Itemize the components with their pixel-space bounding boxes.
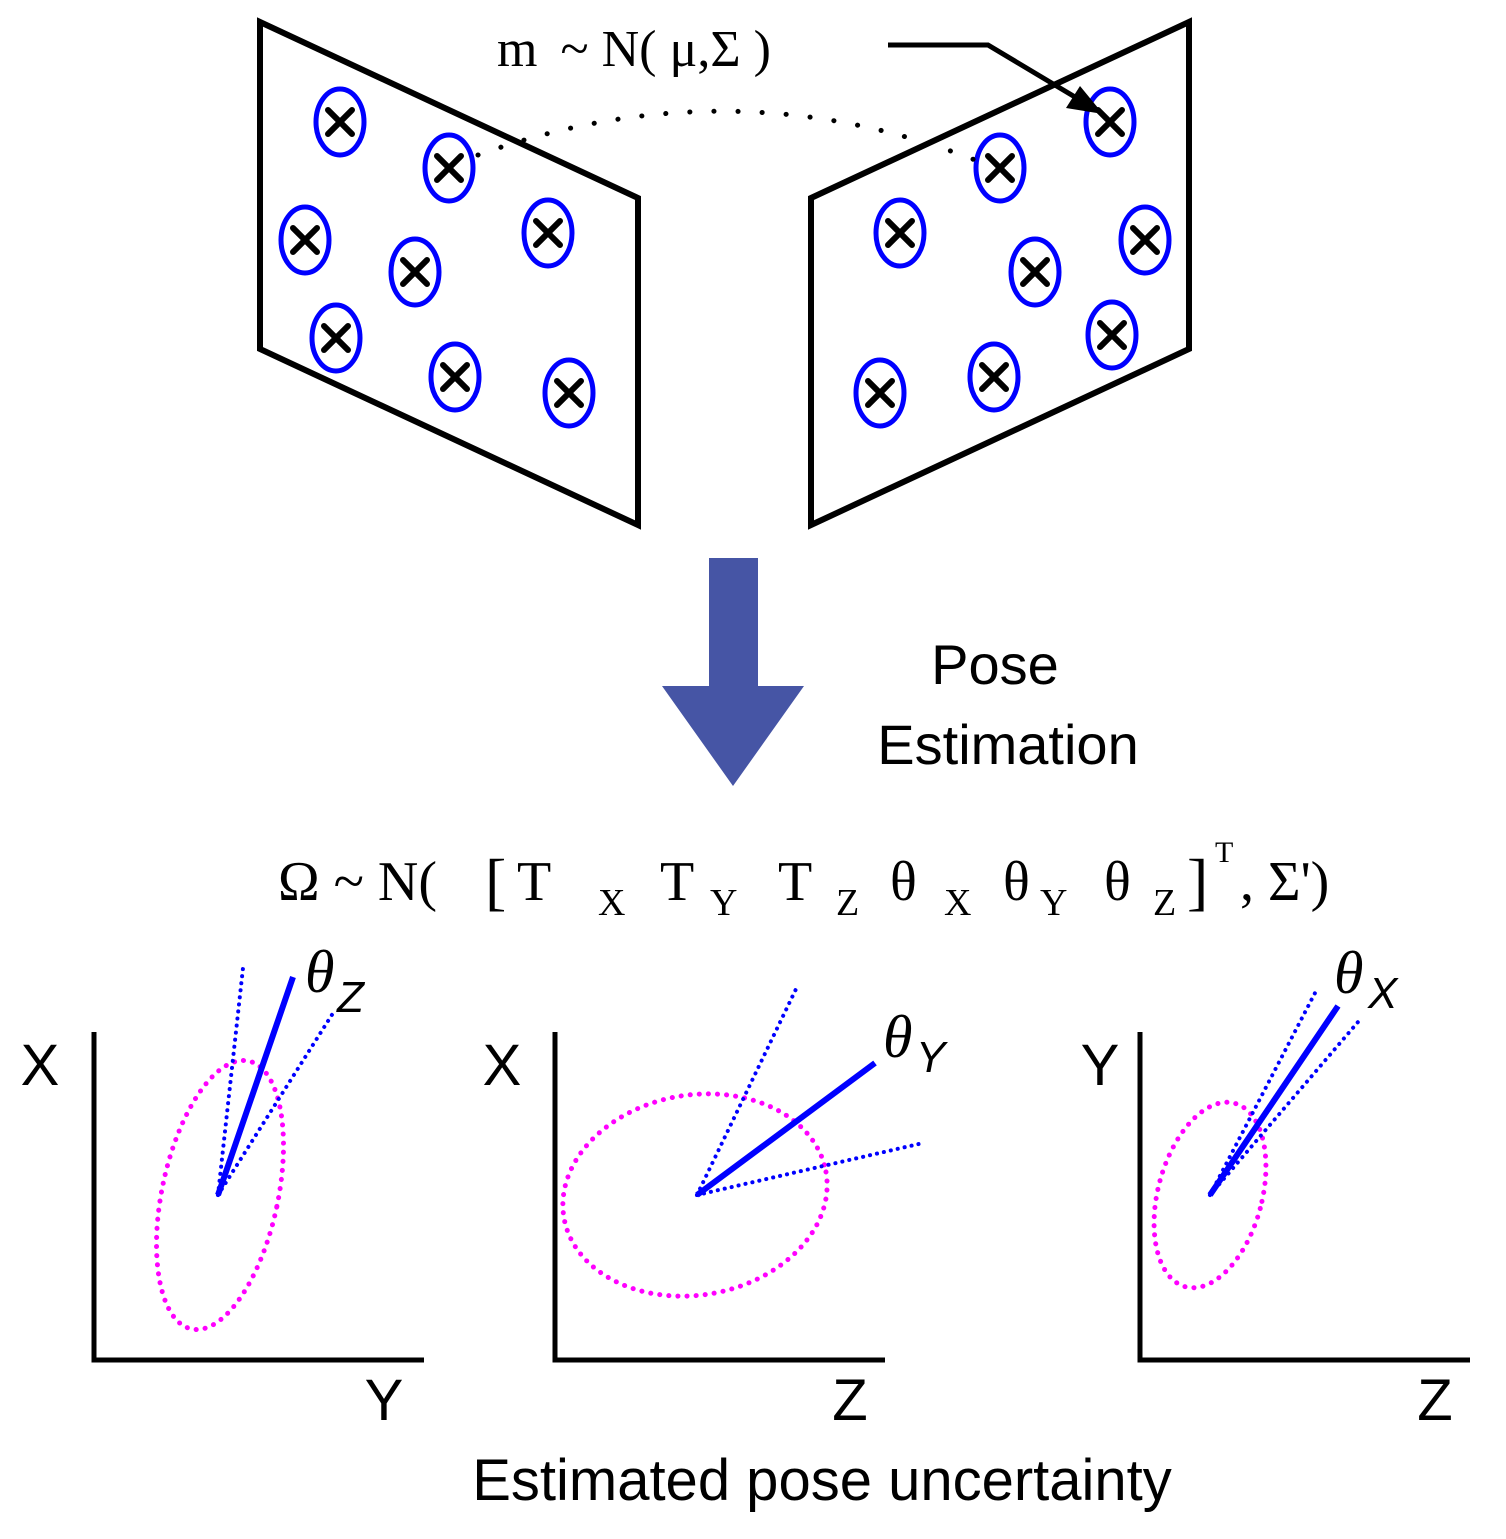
plot1-axes — [91, 1032, 424, 1363]
right-feature-point-8 — [853, 357, 907, 429]
feature-cross-mark — [554, 378, 584, 408]
feature-cross-mark — [434, 153, 464, 183]
left-feature-point-5 — [388, 236, 442, 308]
process-label-line2: Estimation — [877, 713, 1138, 776]
plot3-uncertainty-ellipse — [1151, 1099, 1269, 1291]
measurement-label: m ~ N( μ,Σ ) — [497, 21, 771, 78]
right-feature-point-2 — [973, 132, 1027, 204]
left-feature-point-4 — [521, 197, 575, 269]
feature-uncertainty-ellipse — [428, 341, 482, 413]
feature-uncertainty-ellipse — [1085, 299, 1139, 371]
measurement-leader-line — [888, 42, 1082, 103]
left-feature-point-2 — [422, 132, 476, 204]
feature-cross-mark — [321, 323, 351, 353]
feature-cross-mark — [865, 378, 895, 408]
plot1-vertical-axis-label: X — [21, 1033, 60, 1098]
pose-formula: Ω ~ N( [ T X T Y T Z θ X θ Y θ Z ] T , Σ… — [278, 813, 1329, 928]
feature-uncertainty-ellipse — [309, 302, 363, 374]
plot3-axes — [1137, 1032, 1470, 1363]
right-plane-features — [853, 86, 1172, 429]
feature-uncertainty-ellipse — [973, 132, 1027, 204]
plot2-axes — [552, 1032, 885, 1363]
plot3-bound-dotted-a — [1208, 991, 1317, 1197]
left-feature-point-7 — [428, 341, 482, 413]
feature-uncertainty-ellipse — [313, 86, 367, 158]
right-feature-point-6 — [1085, 299, 1139, 371]
feature-cross-mark — [440, 362, 470, 392]
left-feature-point-6 — [309, 302, 363, 374]
feature-uncertainty-ellipse — [1083, 86, 1137, 158]
feature-uncertainty-ellipse — [388, 236, 442, 308]
plot2-angle-label: θ Y — [883, 1004, 948, 1082]
plot-x-z: X Z θ Y — [483, 985, 948, 1433]
feature-cross-mark — [290, 225, 320, 255]
feature-uncertainty-ellipse — [853, 357, 907, 429]
feature-uncertainty-ellipse — [873, 197, 927, 269]
right-feature-point-1 — [1083, 86, 1137, 158]
feature-cross-mark — [1095, 107, 1125, 137]
plot1-horizontal-axis-label: Y — [365, 1368, 404, 1433]
plot3-angle-label: θ X — [1334, 940, 1399, 1018]
feature-cross-mark — [1130, 225, 1160, 255]
feature-uncertainty-ellipse — [278, 204, 332, 276]
plot3-orientation-vector — [1207, 1004, 1341, 1197]
plot2-vertical-axis-label: X — [483, 1033, 522, 1098]
right-feature-point-5 — [1008, 236, 1062, 308]
feature-cross-mark — [885, 218, 915, 248]
feature-cross-mark — [1020, 257, 1050, 287]
feature-uncertainty-ellipse — [521, 197, 575, 269]
right-feature-point-4 — [1118, 204, 1172, 276]
right-feature-point-7 — [967, 341, 1021, 413]
left-feature-point-1 — [313, 86, 367, 158]
plot2-orientation-vector — [695, 1060, 877, 1198]
plot1-bound-dotted-a — [216, 966, 245, 1197]
right-image-plane — [808, 17, 1192, 530]
pose-estimation-arrow — [662, 558, 804, 786]
plot-y-z: Y Z θ X — [1081, 940, 1470, 1433]
feature-uncertainty-ellipse — [422, 132, 476, 204]
plot3-bound-dotted-b — [1208, 1020, 1360, 1197]
left-feature-point-8 — [542, 357, 596, 429]
correspondence-line — [475, 108, 978, 163]
feature-cross-mark — [979, 362, 1009, 392]
measurement-arrowhead — [1066, 86, 1103, 114]
plot1-uncertainty-ellipse — [154, 1057, 286, 1333]
feature-uncertainty-ellipse — [542, 357, 596, 429]
left-feature-point-3 — [278, 204, 332, 276]
feature-cross-mark — [533, 218, 563, 248]
caption: Estimated pose uncertainty — [472, 1448, 1172, 1513]
feature-uncertainty-ellipse — [1118, 204, 1172, 276]
plot1-bound-dotted-b — [216, 1008, 337, 1197]
feature-uncertainty-ellipse — [1008, 236, 1062, 308]
plot2-bound-dotted-b — [695, 1141, 925, 1197]
process-label-line1: Pose — [931, 633, 1059, 696]
plot2-bound-dotted-a — [695, 985, 799, 1197]
plot2-horizontal-axis-label: Z — [832, 1368, 867, 1433]
plot3-horizontal-axis-label: Z — [1417, 1368, 1452, 1433]
left-plane-frame — [257, 17, 641, 530]
feature-cross-mark — [400, 257, 430, 287]
feature-cross-mark — [985, 153, 1015, 183]
right-plane-frame — [808, 17, 1192, 530]
plot1-orientation-vector — [215, 976, 296, 1196]
feature-cross-mark — [1097, 320, 1127, 350]
plot3-vertical-axis-label: Y — [1081, 1033, 1120, 1098]
plot1-angle-label: θ Z — [305, 939, 366, 1022]
left-image-plane — [257, 17, 641, 530]
feature-uncertainty-ellipse — [967, 341, 1021, 413]
plot-x-y: X Y θ Z — [21, 939, 424, 1433]
left-plane-features — [278, 86, 596, 429]
right-feature-point-3 — [873, 197, 927, 269]
plot2-uncertainty-ellipse — [560, 1091, 830, 1299]
feature-cross-mark — [325, 107, 355, 137]
